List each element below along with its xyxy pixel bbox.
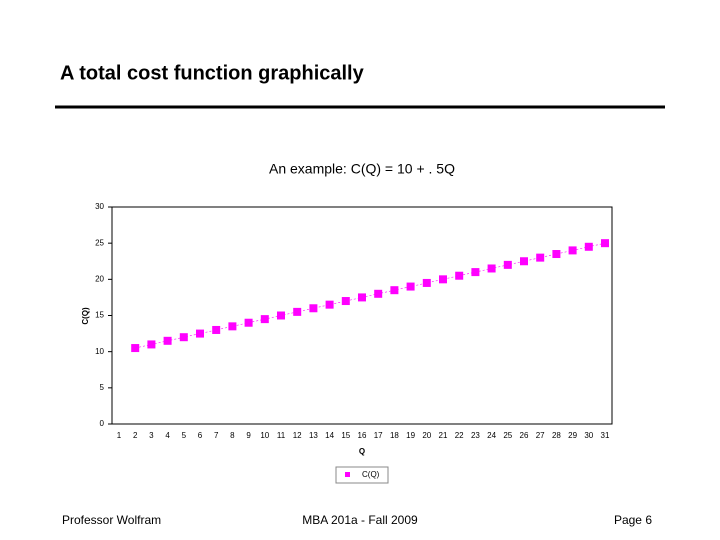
- x-tick-label: 9: [246, 431, 251, 440]
- x-tick-label: 2: [133, 431, 138, 440]
- y-tick-label: 0: [100, 419, 105, 428]
- footer-right: Page 6: [614, 513, 652, 527]
- data-point: [536, 253, 545, 262]
- data-point: [422, 278, 431, 287]
- data-point: [503, 260, 512, 269]
- x-tick-label: 31: [601, 431, 610, 440]
- x-tick-label: 10: [260, 431, 269, 440]
- y-tick-label: 15: [95, 311, 104, 320]
- data-point: [390, 286, 399, 295]
- data-point: [552, 250, 561, 259]
- y-tick-label: 25: [95, 238, 104, 247]
- x-tick-label: 30: [584, 431, 593, 440]
- x-tick-label: 12: [293, 431, 302, 440]
- data-point: [179, 333, 188, 342]
- slide-title: A total cost function graphically: [60, 62, 365, 84]
- data-point: [455, 271, 464, 280]
- x-tick-label: 3: [149, 431, 154, 440]
- data-point: [374, 289, 383, 298]
- x-tick-label: 25: [503, 431, 512, 440]
- x-axis-label: Q: [359, 447, 365, 456]
- data-point: [293, 307, 302, 316]
- x-tick-label: 29: [568, 431, 577, 440]
- y-tick-label: 10: [95, 347, 104, 356]
- data-point: [471, 268, 480, 277]
- x-tick-label: 15: [341, 431, 350, 440]
- data-point: [277, 311, 285, 320]
- data-point: [260, 315, 269, 324]
- data-point: [520, 257, 528, 266]
- x-tick-label: 26: [520, 431, 529, 440]
- x-tick-label: 14: [325, 431, 334, 440]
- data-point: [358, 293, 366, 302]
- x-tick-label: 4: [165, 431, 170, 440]
- data-point: [487, 264, 496, 273]
- x-tick-label: 21: [439, 431, 448, 440]
- x-tick-label: 19: [406, 431, 415, 440]
- series-line: [135, 242, 606, 349]
- legend-entry: C(Q): [362, 470, 380, 479]
- data-point: [325, 300, 334, 309]
- y-tick-label: 20: [95, 274, 104, 283]
- data-point: [341, 297, 350, 306]
- data-point: [228, 322, 237, 331]
- legend-box: [335, 466, 389, 484]
- data-point: [131, 344, 140, 353]
- legend-swatch: [345, 472, 350, 477]
- x-tick-label: 20: [422, 431, 431, 440]
- chart-title: An example: C(Q) = 10 + . 5Q: [269, 161, 455, 177]
- y-axis-label: C(Q): [81, 307, 90, 325]
- x-tick-label: 18: [390, 431, 399, 440]
- data-point: [147, 340, 156, 349]
- x-tick-label: 11: [277, 431, 286, 440]
- x-tick-label: 7: [214, 431, 219, 440]
- x-tick-label: 5: [182, 431, 187, 440]
- x-tick-label: 27: [536, 431, 545, 440]
- plot-area: [111, 206, 613, 425]
- data-point: [568, 246, 577, 255]
- y-tick-label: 30: [95, 202, 104, 211]
- data-point: [406, 282, 415, 291]
- x-tick-label: 6: [198, 431, 203, 440]
- y-tick-label: 5: [100, 383, 105, 392]
- data-point: [439, 275, 447, 284]
- footer-center: MBA 201a - Fall 2009: [302, 513, 418, 527]
- data-point: [309, 304, 318, 313]
- data-point: [601, 239, 609, 248]
- x-tick-label: 16: [358, 431, 367, 440]
- x-tick-label: 28: [552, 431, 561, 440]
- data-point: [584, 242, 593, 251]
- data-point: [163, 336, 172, 345]
- x-tick-label: 13: [309, 431, 318, 440]
- x-tick-label: 24: [487, 431, 496, 440]
- data-point: [196, 329, 204, 338]
- x-tick-label: 1: [117, 431, 122, 440]
- footer-left: Professor Wolfram: [62, 513, 161, 527]
- data-point: [244, 318, 253, 327]
- x-tick-label: 23: [471, 431, 480, 440]
- x-tick-label: 17: [374, 431, 383, 440]
- x-tick-label: 8: [230, 431, 235, 440]
- x-tick-label: 22: [455, 431, 464, 440]
- data-point: [212, 325, 221, 334]
